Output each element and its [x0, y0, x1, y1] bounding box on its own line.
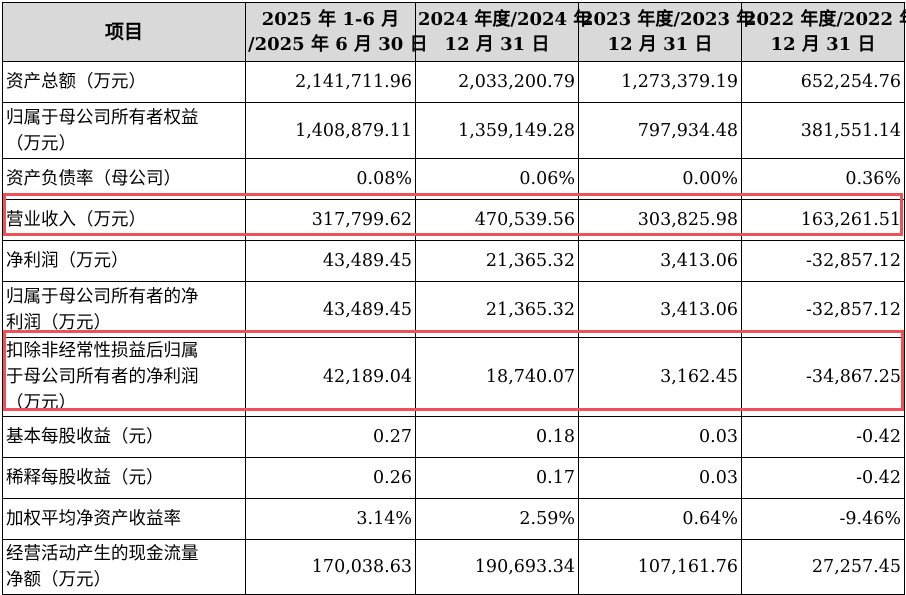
table-cell: 21,365.32	[415, 281, 579, 338]
table-cell: 0.03	[578, 416, 742, 458]
table-row: 基本每股收益（元） 0.27 0.18 0.03 -0.42	[2, 416, 905, 458]
table-cell: 163,261.51	[741, 199, 905, 241]
table-cell: -9.46%	[741, 498, 905, 540]
table-cell: 470,539.56	[415, 199, 579, 241]
table-cell: 21,365.32	[415, 240, 579, 282]
table-cell: 303,825.98	[578, 199, 742, 241]
row-label: 经营活动产生的现金流量 净额（万元）	[2, 539, 246, 595]
table-cell: -0.42	[741, 416, 905, 458]
table-row: 归属于母公司所有者权益 （万元） 1,408,879.11 1,359,149.2…	[2, 102, 905, 159]
table-cell: -32,857.12	[741, 281, 905, 338]
row-label: 基本每股收益（元）	[2, 416, 246, 458]
table-cell: 1,273,379.19	[578, 61, 742, 103]
table-row: 经营活动产生的现金流量 净额（万元） 170,038.63 190,693.34 …	[2, 539, 905, 595]
table-cell: 27,257.45	[741, 539, 905, 595]
header-2022: 2022 年度/2022 年 12 月 31 日	[741, 2, 906, 62]
table-cell: 0.06%	[415, 158, 579, 200]
table-cell: 18,740.07	[415, 337, 579, 417]
table-cell: 0.00%	[578, 158, 742, 200]
table-row-revenue: 营业收入（万元） 317,799.62 470,539.56 303,825.9…	[2, 199, 905, 241]
table-cell: 2,141,711.96	[245, 61, 416, 103]
table-cell: 797,934.48	[578, 102, 742, 159]
row-label: 加权平均净资产收益率	[2, 498, 246, 540]
table-cell: 0.03	[578, 457, 742, 499]
table-cell: 3.14%	[245, 498, 416, 540]
row-label: 归属于母公司所有者权益 （万元）	[2, 102, 246, 159]
table-header-row: 项目 2025 年 1-6 月/2025 年 6 月 30 日 2024 年度/…	[2, 2, 906, 62]
table-cell: 0.08%	[245, 158, 416, 200]
table-row: 稀释每股收益（元） 0.26 0.17 0.03 -0.42	[2, 457, 905, 499]
table-cell: -32,857.12	[741, 240, 905, 282]
table-cell: 42,189.04	[245, 337, 416, 417]
row-label: 资产总额（万元）	[2, 61, 246, 103]
table-cell: 3,413.06	[578, 281, 742, 338]
row-label: 稀释每股收益（元）	[2, 457, 246, 499]
table-cell: 170,038.63	[245, 539, 416, 595]
table-cell: -34,867.25	[741, 337, 905, 417]
row-label: 营业收入（万元）	[2, 199, 246, 241]
table-cell: 43,489.45	[245, 240, 416, 282]
table-row: 加权平均净资产收益率 3.14% 2.59% 0.64% -9.46%	[2, 498, 905, 540]
table-cell: 317,799.62	[245, 199, 416, 241]
table-cell: 652,254.76	[741, 61, 905, 103]
table-cell: 43,489.45	[245, 281, 416, 338]
row-label: 资产负债率（母公司）	[2, 158, 246, 200]
row-label: 归属于母公司所有者的净 利润（万元）	[2, 281, 246, 338]
table-row: 资产负债率（母公司） 0.08% 0.06% 0.00% 0.36%	[2, 158, 905, 200]
table-cell: 107,161.76	[578, 539, 742, 595]
header-2023: 2023 年度/2023 年 12 月 31 日	[578, 2, 754, 62]
table-row: 归属于母公司所有者的净 利润（万元） 43,489.45 21,365.32 3,…	[2, 281, 905, 338]
table-cell: 0.36%	[741, 158, 905, 200]
table-cell: 3,162.45	[578, 337, 742, 417]
table-cell: 2,033,200.79	[415, 61, 579, 103]
header-2024: 2024 年度/2024 年 12 月 31 日	[415, 2, 591, 62]
table-cell: 0.64%	[578, 498, 742, 540]
table-cell: 381,551.14	[741, 102, 905, 159]
table-cell: 2.59%	[415, 498, 579, 540]
table-cell: 1,408,879.11	[245, 102, 416, 159]
table-row-net-profit-excl-nonrecurring: 扣除非经常性损益后归属 于母公司所有者的净利润 （万元） 42,189.04 18,…	[2, 337, 905, 417]
table-cell: -0.42	[741, 457, 905, 499]
table-cell: 3,413.06	[578, 240, 742, 282]
table-cell: 190,693.34	[415, 539, 579, 595]
table-cell: 0.17	[415, 457, 579, 499]
header-2025-h1: 2025 年 1-6 月/2025 年 6 月 30 日	[245, 2, 428, 62]
header-item: 项目	[2, 2, 246, 62]
table-cell: 0.27	[245, 416, 416, 458]
table-row: 净利润（万元） 43,489.45 21,365.32 3,413.06 -32…	[2, 240, 905, 282]
row-label: 净利润（万元）	[2, 240, 246, 282]
table-row: 资产总额（万元） 2,141,711.96 2,033,200.79 1,273…	[2, 61, 905, 103]
table-cell: 1,359,149.28	[415, 102, 579, 159]
row-label: 扣除非经常性损益后归属 于母公司所有者的净利润 （万元）	[2, 337, 246, 417]
table-cell: 0.18	[415, 416, 579, 458]
table-cell: 0.26	[245, 457, 416, 499]
